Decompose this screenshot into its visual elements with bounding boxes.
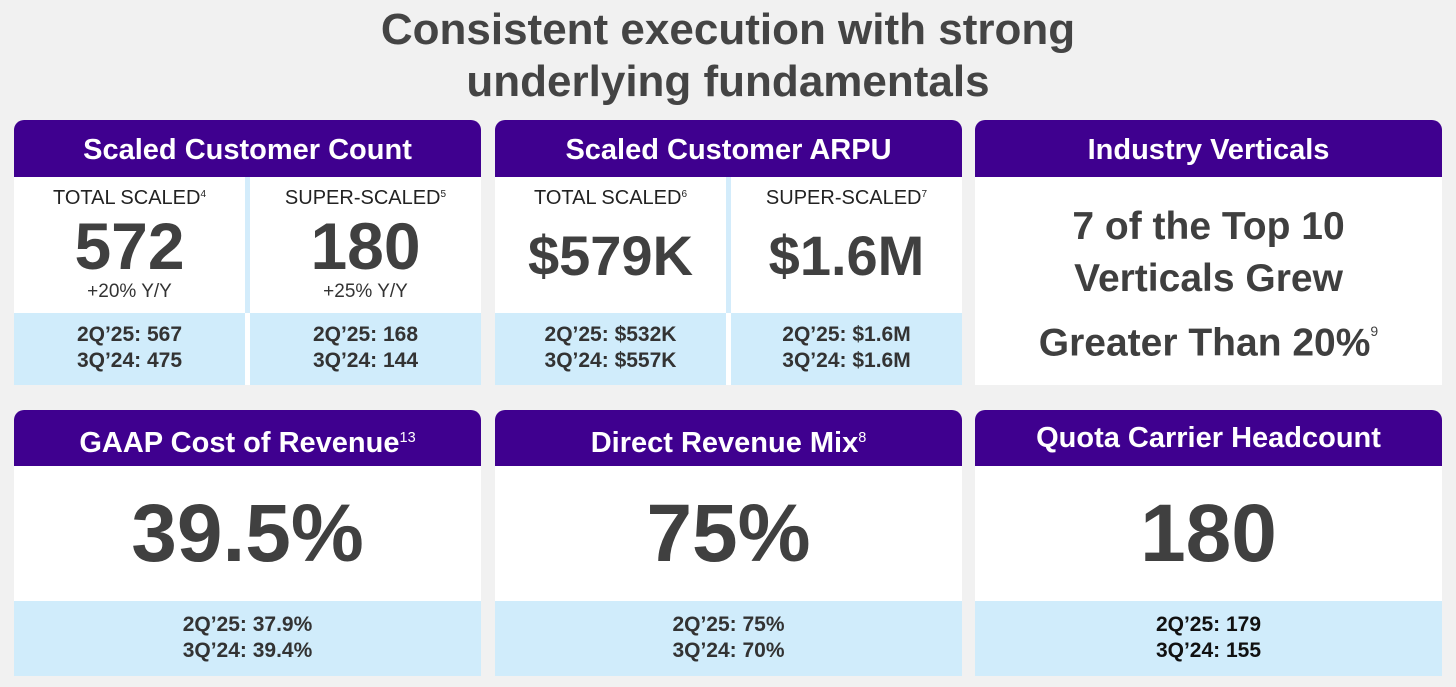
- prev-quarter: 2Q’25: 75%: [672, 613, 785, 636]
- card-header: Quota Carrier Headcount: [975, 410, 1442, 466]
- label-text: SUPER-SCALED: [284, 187, 441, 209]
- total-scaled-panel: TOTAL SCALED4 572 +20% Y/Y 2Q’25: 567 3Q’…: [14, 177, 245, 385]
- scaled-customer-count-card: Scaled Customer Count TOTAL SCALED4 572 …: [14, 120, 481, 385]
- footnote: 8: [858, 430, 867, 446]
- prev-year: 3Q’24: 144: [312, 349, 419, 372]
- band-divider: [726, 313, 731, 385]
- prev-quarter: 2Q’25: 179: [1155, 613, 1262, 636]
- gaap-cost-of-revenue-card: GAAP Cost of Revenue13 39.5% 2Q’25: 37.9…: [14, 410, 481, 676]
- yoy-change: +20% Y/Y: [87, 281, 172, 302]
- statement-line: Verticals Grew: [1074, 257, 1343, 300]
- prev-quarter: 2Q’25: 567: [76, 323, 183, 346]
- footnote: 4: [200, 189, 206, 200]
- comparison-band: 2Q’25: 75% 3Q’24: 70%: [495, 601, 962, 676]
- comparison-band: 2Q’25: 567 3Q’24: 475: [14, 313, 245, 385]
- scaled-customer-arpu-card: Scaled Customer ARPU TOTAL SCALED6 $579K…: [495, 120, 962, 385]
- comparison-band: 2Q’25: 179 3Q’24: 155: [975, 601, 1442, 676]
- industry-verticals-card: Industry Verticals 7 of the Top 10 Verti…: [975, 120, 1442, 385]
- prev-year: 3Q’24: 39.4%: [182, 639, 313, 662]
- metric-value: 75%: [646, 488, 811, 579]
- label-text: SUPER-SCALED: [765, 187, 922, 209]
- footnote: 9: [1370, 323, 1379, 339]
- metric-value: 39.5%: [131, 488, 364, 579]
- metric-label: SUPER-SCALED5: [250, 187, 481, 211]
- panel-divider: [726, 177, 731, 313]
- label-text: TOTAL SCALED: [533, 187, 682, 209]
- metric-value: 572: [74, 209, 185, 283]
- band-divider: [245, 313, 250, 385]
- yoy-change: +25% Y/Y: [323, 281, 408, 302]
- metric-value: 180: [310, 209, 421, 283]
- super-scaled-panel: SUPER-SCALED7 $1.6M 2Q’25: $1.6M 3Q’24: $…: [731, 177, 962, 385]
- metric-value: 180: [1140, 488, 1277, 579]
- prev-quarter: 2Q’25: 37.9%: [182, 613, 313, 636]
- card-header: Scaled Customer ARPU: [495, 120, 962, 177]
- prev-year: 3Q’24: 475: [76, 349, 183, 372]
- metric-value: $579K: [527, 224, 694, 287]
- prev-quarter: 2Q’25: 168: [312, 323, 419, 346]
- card-header: Scaled Customer Count: [14, 120, 481, 177]
- metric-label: TOTAL SCALED6: [495, 187, 726, 211]
- statement-line: 7 of the Top 10: [1072, 205, 1345, 248]
- card-header: Direct Revenue Mix8: [495, 410, 962, 466]
- comparison-band: 2Q’25: $1.6M 3Q’24: $1.6M: [731, 313, 962, 385]
- comparison-band: 2Q’25: $532K 3Q’24: $557K: [495, 313, 726, 385]
- comparison-band: 2Q’25: 37.9% 3Q’24: 39.4%: [14, 601, 481, 676]
- footnote: 7: [921, 189, 928, 200]
- slide-title: Consistent execution with strong underly…: [0, 4, 1456, 108]
- metric-value: $1.6M: [768, 224, 925, 287]
- statement-line: Greater Than 20%9: [975, 305, 1442, 370]
- prev-year: 3Q’24: $1.6M: [782, 349, 911, 372]
- label-text: TOTAL SCALED: [52, 187, 201, 209]
- verticals-statement: 7 of the Top 10 Verticals Grew Greater T…: [975, 201, 1442, 370]
- prev-year: 3Q’24: $557K: [544, 349, 677, 372]
- total-scaled-panel: TOTAL SCALED6 $579K 2Q’25: $532K 3Q’24: $…: [495, 177, 726, 385]
- footnote: 13: [399, 430, 416, 446]
- header-text: Direct Revenue Mix: [590, 427, 859, 460]
- statement-text: Greater Than 20%: [1038, 321, 1371, 365]
- metric-label: TOTAL SCALED4: [14, 187, 245, 211]
- metric-label: SUPER-SCALED7: [731, 187, 962, 211]
- footnote: 6: [681, 189, 687, 200]
- prev-quarter: 2Q’25: $532K: [544, 323, 677, 346]
- direct-revenue-mix-card: Direct Revenue Mix8 75% 2Q’25: 75% 3Q’24:…: [495, 410, 962, 676]
- quota-carrier-headcount-card: Quota Carrier Headcount 180 2Q’25: 179 3Q…: [975, 410, 1442, 676]
- prev-year: 3Q’24: 155: [1155, 639, 1262, 662]
- card-header: GAAP Cost of Revenue13: [14, 410, 481, 466]
- super-scaled-panel: SUPER-SCALED5 180 +25% Y/Y 2Q’25: 168 3Q’…: [250, 177, 481, 385]
- prev-year: 3Q’24: 70%: [672, 639, 785, 662]
- title-line-1: Consistent execution with strong: [380, 5, 1076, 54]
- header-text: GAAP Cost of Revenue: [79, 427, 400, 460]
- title-line-2: underlying fundamentals: [466, 57, 990, 106]
- comparison-band: 2Q’25: 168 3Q’24: 144: [250, 313, 481, 385]
- card-header: Industry Verticals: [975, 120, 1442, 177]
- panel-divider: [245, 177, 250, 313]
- prev-quarter: 2Q’25: $1.6M: [782, 323, 911, 346]
- footnote: 5: [440, 189, 447, 200]
